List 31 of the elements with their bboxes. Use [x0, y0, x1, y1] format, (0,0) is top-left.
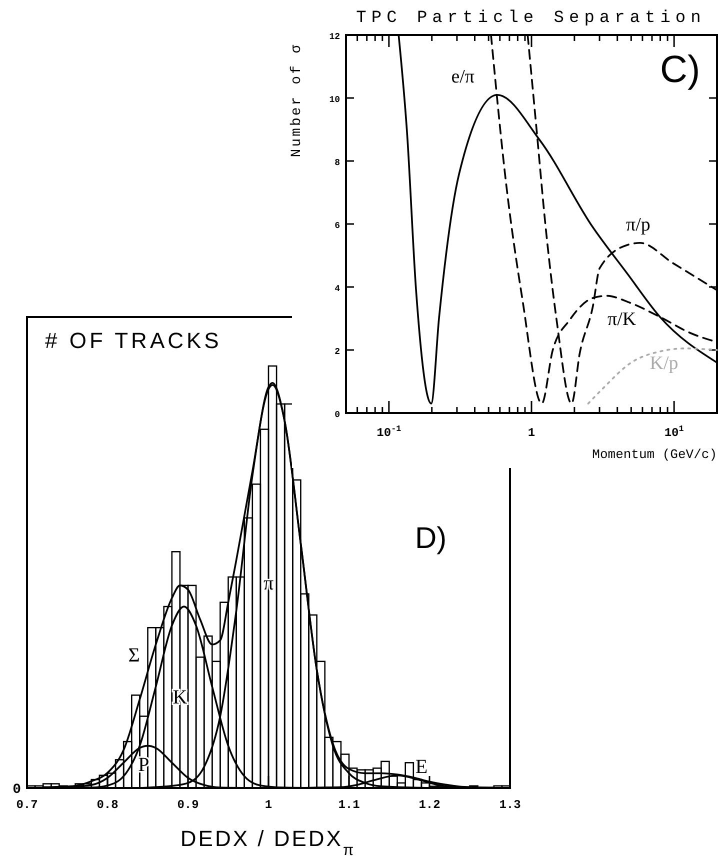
x-tick-label: 0.9 — [177, 798, 199, 812]
x-tick-label: 1 — [528, 426, 536, 440]
y-tick-label: 6 — [334, 221, 340, 231]
series-label: π/p — [626, 214, 650, 236]
y-tick-label: 4 — [334, 284, 341, 294]
series-label: K/p — [650, 352, 678, 374]
annotation: C) — [660, 49, 700, 91]
x-tick-label: 1.3 — [499, 798, 521, 812]
x-tick-label: 0.7 — [16, 798, 38, 812]
series-label: E — [415, 756, 428, 778]
y-axis-title: # OF TRACKS — [45, 328, 222, 353]
y-tick-label: 10 — [329, 95, 340, 105]
annotation: D) — [415, 522, 447, 555]
x-tick-label: 1.1 — [338, 798, 360, 812]
x-tick-label: 1 — [264, 798, 272, 812]
annotation: 0 — [12, 782, 21, 798]
y-tick-label: 12 — [329, 32, 340, 42]
y-tick-label: 0 — [334, 410, 340, 420]
y-tick-label: 2 — [334, 347, 340, 357]
x-tick-label: 0.8 — [96, 798, 118, 812]
series-label: π/K — [608, 308, 636, 330]
chart-title: TPC Particle Separation — [356, 9, 706, 28]
x-tick-label: 10$^{1}$ — [664, 424, 684, 440]
y-tick-label: 8 — [334, 158, 340, 168]
x-axis-title: Momentum (GeV/c) — [592, 447, 717, 462]
series-label: Σ — [128, 644, 140, 666]
x-axis-title: DEDX / DEDX$_{π}$ — [180, 826, 356, 857]
y-axis-title: Number of σ — [289, 42, 305, 158]
series-label: e/π — [451, 66, 475, 88]
x-tick-label: 1.2 — [418, 798, 440, 812]
x-tick-label: 10$^{-1}$ — [376, 424, 402, 440]
